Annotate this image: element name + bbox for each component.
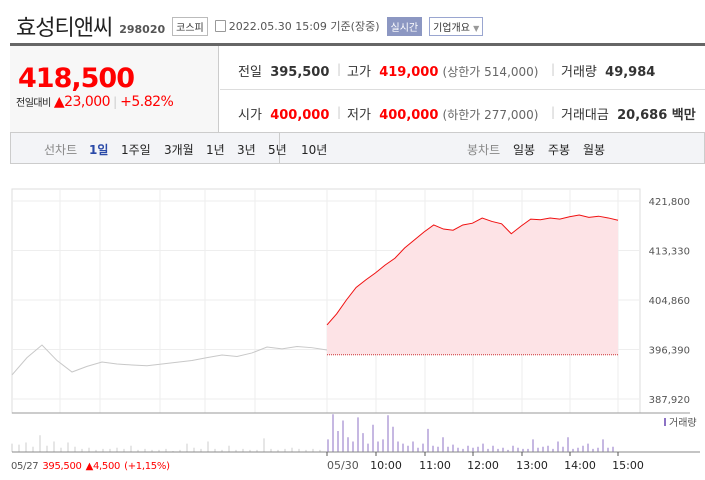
value: 395,500 xyxy=(270,65,330,80)
prev-pct: (+1,15%) xyxy=(124,461,170,472)
label: 저가 xyxy=(347,108,371,123)
y-tick-label: 421,800 xyxy=(649,197,690,208)
stat-high: 고가 419,000 (상한가 514,000) xyxy=(347,61,538,80)
stat-prev: 전일 395,500 xyxy=(238,61,329,80)
company-info-dropdown[interactable]: 기업개요 ▼ xyxy=(429,16,484,36)
market-badge: 코스피 xyxy=(172,16,208,36)
tab-3months[interactable]: 3개월 xyxy=(164,143,194,157)
tab-5years[interactable]: 5년 xyxy=(268,143,287,157)
divider xyxy=(220,89,705,90)
tab-monthly-candle[interactable]: 월봉 xyxy=(583,143,606,157)
header: 효성티앤씨 298020 코스피 2022.05.30 15:09 기준(장중)… xyxy=(16,10,484,42)
value: 400,000 xyxy=(379,108,439,123)
compare-label: 전일대비 xyxy=(16,98,51,109)
upper-limit: (상한가 514,000) xyxy=(442,65,539,79)
separator: | xyxy=(113,95,118,109)
prev-footer: 05/27 395,500 ▲4,500 (+1,15%) xyxy=(11,461,170,472)
line-chart-label: 선차트 xyxy=(44,143,78,157)
timestamp: 2022.05.30 15:09 기준(장중) xyxy=(228,20,380,33)
tab-3years[interactable]: 3년 xyxy=(237,143,256,157)
y-tick-label: 404,860 xyxy=(649,296,690,307)
chevron-down-icon: ▼ xyxy=(473,23,480,33)
stat-open: 시가 400,000 xyxy=(238,104,329,123)
divider xyxy=(10,43,705,46)
volume-legend-icon xyxy=(664,418,666,426)
x-tick-label: 10:00 xyxy=(370,459,402,472)
volume-legend: 거래량 xyxy=(669,417,697,429)
label: 시가 xyxy=(238,108,262,123)
value: 49,984 xyxy=(605,65,656,80)
x-tick-label: 05/30 xyxy=(327,459,359,472)
lower-limit: (하한가 277,000) xyxy=(442,108,539,122)
current-price: 418,500 xyxy=(18,63,135,94)
y-tick-label: 396,390 xyxy=(649,346,690,357)
change-percent: +5.82% xyxy=(120,94,174,110)
today-line xyxy=(326,214,619,326)
value: 20,686 백만 xyxy=(617,108,696,123)
prev-date: 05/27 xyxy=(11,461,38,472)
price-chart: 421,800 413,330 404,860 396,390 387,920 거래량 05… xyxy=(11,188,700,472)
stat-low: 저가 400,000 (하한가 277,000) xyxy=(347,104,538,123)
x-tick-label: 13:00 xyxy=(516,459,548,472)
change-value: 23,000 xyxy=(64,94,111,110)
tab-daily-candle[interactable]: 일봉 xyxy=(513,143,536,157)
x-tick-label: 14:00 xyxy=(564,459,596,472)
tab-1week[interactable]: 1주일 xyxy=(121,143,151,157)
chart-tabs: 선차트 1일 1주일 3개월 1년 3년 5년 10년 봉차트 일봉 주봉 월봉 xyxy=(10,132,705,164)
label: 전일 xyxy=(238,65,262,80)
tab-10years[interactable]: 10년 xyxy=(301,143,328,157)
value: 419,000 xyxy=(379,65,439,80)
calendar-clock-icon xyxy=(214,20,226,32)
x-tick-label: 12:00 xyxy=(467,459,499,472)
realtime-button[interactable]: 실시간 xyxy=(386,16,423,36)
company-info-label: 기업개요 xyxy=(433,22,470,34)
price-change: ▲23,000 xyxy=(53,94,111,110)
value: 400,000 xyxy=(270,108,330,123)
y-tick-label: 413,330 xyxy=(649,247,690,258)
x-tick-label: 15:00 xyxy=(612,459,644,472)
compare-row: 전일대비 ▲23,000 | +5.82% xyxy=(16,94,174,110)
stat-amount: 거래대금 20,686 백만 xyxy=(561,104,696,123)
prev-close: 395,500 xyxy=(42,461,81,472)
tab-1year[interactable]: 1년 xyxy=(206,143,225,157)
x-tick-label: 11:00 xyxy=(419,459,451,472)
label: 거래량 xyxy=(561,65,597,80)
price-panel xyxy=(10,46,219,132)
prev-day-line xyxy=(11,344,328,376)
stock-code: 298020 xyxy=(119,22,166,36)
y-tick-label: 387,920 xyxy=(649,395,690,406)
tab-weekly-candle[interactable]: 주봉 xyxy=(548,143,571,157)
label: 거래대금 xyxy=(561,108,609,123)
label: 고가 xyxy=(347,65,371,80)
prev-change: ▲4,500 xyxy=(86,461,121,472)
tab-1day[interactable]: 1일 xyxy=(89,143,109,157)
stock-name: 효성티앤씨 xyxy=(16,16,113,41)
candle-chart-label: 봉차트 xyxy=(467,143,501,157)
today-area xyxy=(327,215,618,355)
stat-volume: 거래량 49,984 xyxy=(561,61,655,80)
up-triangle-icon: ▲ xyxy=(53,94,65,110)
